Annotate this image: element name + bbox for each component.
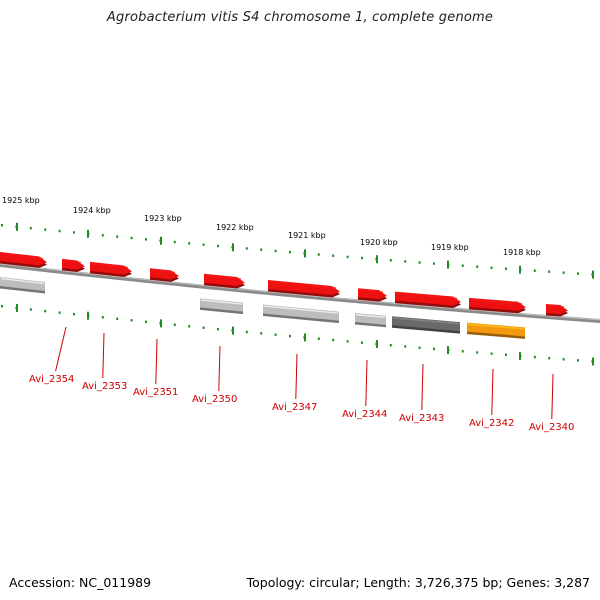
leader-line (551, 373, 554, 420)
backbone-line (0, 263, 600, 323)
leader-line (491, 368, 494, 416)
inner-feature-body (200, 298, 243, 312)
gene-arrow-highlight (62, 259, 82, 264)
leader-line (365, 359, 368, 407)
gene-arrow (546, 303, 568, 317)
outer-tick-track (1, 222, 594, 279)
inner-feature (355, 313, 386, 328)
map-title: Agrobacterium vitis S4 chromosome 1, com… (106, 10, 494, 25)
inner-feature-highlight (392, 317, 460, 325)
kbp-label: 1918 kbp (503, 248, 541, 257)
inner-feature-highlight (355, 313, 386, 318)
gene-arrow-highlight (469, 298, 523, 305)
gene-arrow (358, 288, 387, 302)
gene-arrow (62, 258, 85, 273)
gene-label: Avi_2340 (529, 422, 574, 433)
inner-feature (467, 322, 525, 339)
label-leader-lines (55, 326, 554, 420)
leader-line (218, 345, 221, 392)
inner-feature-body (263, 304, 339, 321)
gene-labels: Avi_2354 Avi_2353 Avi_2351 Avi_2350 Avi_2347… (29, 374, 574, 433)
kbp-label: 1925 kbp (2, 196, 40, 205)
gene-label: Avi_2354 (29, 374, 74, 385)
kbp-labels: 1925 kbp 1924 kbp 1923 kbp 1922 kbp 1921 kbp… (2, 196, 541, 257)
kbp-label: 1922 kbp (216, 223, 254, 232)
gene-label: Avi_2351 (133, 387, 178, 398)
leader-line (155, 338, 158, 385)
gene-arrow (90, 261, 132, 278)
inner-feature-highlight (200, 299, 243, 305)
kbp-label: 1920 kbp (360, 238, 398, 247)
inner-feature-body (467, 322, 525, 337)
gene-arrow (204, 273, 245, 289)
gene-label: Avi_2342 (469, 418, 514, 429)
inner-tick-track (1, 303, 594, 366)
accession-text: Accession: NC_011989 (9, 575, 152, 590)
gene-label: Avi_2344 (342, 409, 387, 420)
inner-feature (392, 316, 460, 334)
gene-track (0, 252, 568, 317)
kbp-label: 1923 kbp (144, 214, 182, 223)
genome-summary-text: Topology: circular; Length: 3,726,375 bp… (246, 575, 590, 590)
kbp-label: 1924 kbp (73, 206, 111, 215)
inner-feature-body (392, 316, 460, 332)
gene-arrow (0, 252, 47, 268)
gene-arrow (268, 279, 340, 298)
gene-label: Avi_2347 (272, 402, 317, 413)
gene-arrow-highlight (546, 304, 565, 308)
chromosome-backbone (0, 263, 600, 323)
inner-feature-track (0, 277, 525, 339)
inner-feature-body (355, 313, 386, 325)
gene-arrow-highlight (150, 269, 176, 274)
kbp-label: 1921 kbp (288, 231, 326, 240)
leader-line (102, 332, 105, 379)
gene-arrow-highlight (395, 292, 458, 300)
gene-arrow-highlight (204, 274, 242, 280)
inner-feature (200, 298, 243, 315)
backbone-highlight (0, 263, 600, 321)
gene-arrow-highlight (268, 280, 337, 289)
gene-arrow (469, 297, 526, 314)
gene-label: Avi_2353 (82, 381, 127, 392)
gene-label: Avi_2343 (399, 413, 444, 424)
leader-line (421, 363, 424, 411)
inner-feature-highlight (0, 277, 45, 285)
inner-feature-highlight (467, 323, 525, 330)
inner-feature-body (0, 277, 45, 292)
gene-arrow (150, 268, 179, 282)
gene-label: Avi_2350 (192, 394, 237, 405)
kbp-label: 1919 kbp (431, 243, 469, 252)
gene-arrow-highlight (0, 252, 44, 260)
gene-arrow (395, 291, 461, 308)
gene-arrow-highlight (358, 289, 384, 293)
inner-feature (0, 277, 45, 294)
leader-line (55, 326, 67, 372)
gene-arrow-highlight (90, 262, 129, 269)
inner-feature-highlight (263, 305, 339, 314)
inner-feature (263, 304, 339, 324)
leader-line (295, 353, 298, 400)
